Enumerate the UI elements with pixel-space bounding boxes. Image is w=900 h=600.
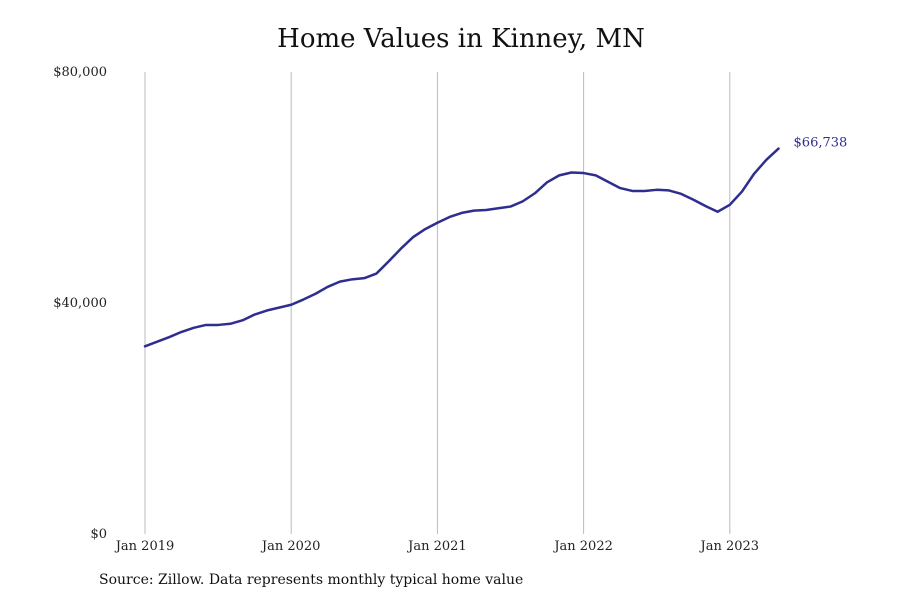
series-line-home-value	[143, 147, 780, 348]
y-axis-tick-labels: $0 $40,000 $80,000	[53, 65, 107, 542]
x-tick-label: Jan 2023	[699, 539, 760, 554]
end-value-label: $66,738	[794, 136, 848, 151]
grid-lines	[144, 72, 731, 534]
source-note: Source: Zillow. Data represents monthly …	[99, 572, 524, 588]
y-tick-label: $0	[90, 527, 107, 542]
chart-title: Home Values in Kinney, MN	[277, 24, 645, 54]
x-axis-tick-labels: Jan 2019 Jan 2020 Jan 2021 Jan 2022 Jan 2023	[114, 539, 759, 554]
y-tick-label: $40,000	[53, 296, 107, 311]
x-tick-label: Jan 2020	[260, 539, 321, 554]
x-tick-label: Jan 2021	[406, 539, 467, 554]
x-tick-label: Jan 2022	[552, 539, 613, 554]
y-tick-label: $80,000	[53, 65, 107, 80]
x-tick-label: Jan 2019	[114, 539, 175, 554]
